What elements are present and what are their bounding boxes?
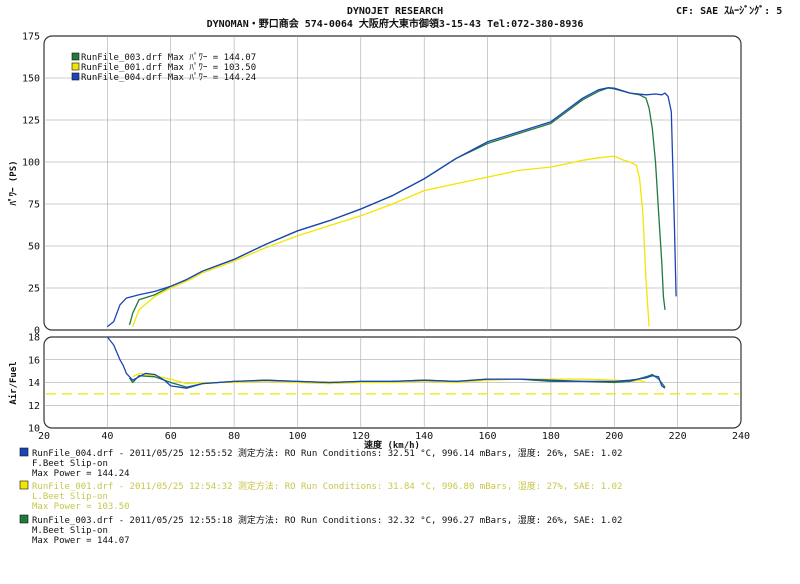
afr-y-tick-label: 14 xyxy=(28,378,40,389)
legend-entry-run001: RunFile_001.drf Max ﾊﾟﾜｰ = 103.50 xyxy=(81,62,256,73)
afr-y-tick-label: 12 xyxy=(28,401,40,412)
power-legend: RunFile_003.drf Max ﾊﾟﾜｰ = 144.07 RunFil… xyxy=(71,52,256,83)
run003-note: M.Beet Slip-on xyxy=(32,526,108,536)
power-y-tick-label: 150 xyxy=(22,74,40,85)
afr-y-axis-label: Air/Fuel xyxy=(8,361,19,404)
x-tick-label: 120 xyxy=(352,431,370,442)
legend-entry-run003: RunFile_003.drf Max ﾊﾟﾜｰ = 144.07 xyxy=(81,52,256,63)
x-axis-label: 速度 (km/h) xyxy=(364,439,420,451)
power-y-tick-label: 125 xyxy=(22,116,40,127)
shop-info: DYNOMAN・野口商会 574-0064 大阪府大東市御領3-15-43 Te… xyxy=(207,17,584,30)
afr-y-ticks: 10 12 14 16 18 xyxy=(28,333,40,435)
power-grid xyxy=(44,36,741,330)
power-panel-frame xyxy=(43,35,742,331)
power-y-tick-label: 50 xyxy=(28,242,40,253)
power-y-axis-label: ﾊﾟﾜｰ (PS) xyxy=(7,160,19,206)
power-line-run004 xyxy=(106,87,677,328)
run001-note: L.Beet Slip-on xyxy=(32,492,108,502)
x-tick-label: 20 xyxy=(38,431,50,442)
power-line-run003 xyxy=(128,87,666,326)
x-tick-label: 180 xyxy=(542,431,560,442)
x-tick-label: 140 xyxy=(415,431,433,442)
afr-y-tick-label: 16 xyxy=(28,355,40,366)
x-tick-label: 60 xyxy=(165,431,177,442)
x-tick-label: 200 xyxy=(605,431,623,442)
correction-settings: CF: SAE ｽﾑｰｼﾞﾝｸﾞ: 5 xyxy=(676,4,782,17)
report-title: DYNOJET RESEARCH xyxy=(347,6,443,17)
power-y-tick-label: 75 xyxy=(28,200,40,211)
afr-series xyxy=(106,336,666,389)
afr-y-tick-label: 10 xyxy=(28,424,40,435)
legend-swatch-run003 xyxy=(71,52,80,61)
run003-details: RunFile_003.drf - 2011/05/25 12:55:18 測定… xyxy=(32,514,622,526)
afr-line-run004 xyxy=(106,336,666,389)
x-tick-label: 240 xyxy=(732,431,750,442)
run004-max-power: Max Power = 144.24 xyxy=(32,469,130,479)
power-y-tick-label: 25 xyxy=(28,284,40,295)
run003-max-power: Max Power = 144.07 xyxy=(32,536,130,546)
run001-max-power: Max Power = 103.50 xyxy=(32,502,130,512)
power-y-tick-label: 175 xyxy=(22,32,40,43)
x-tick-label: 40 xyxy=(101,431,113,442)
legend-swatch-run004 xyxy=(71,72,80,81)
legend-entry-run004: RunFile_004.drf Max ﾊﾟﾜｰ = 144.24 xyxy=(81,72,256,83)
x-tick-label: 100 xyxy=(288,431,306,442)
run001-swatch xyxy=(19,480,29,490)
power-line-run001 xyxy=(132,155,650,327)
run003-swatch xyxy=(19,514,29,524)
run004-note: F.Beet Slip-on xyxy=(32,459,108,469)
x-tick-label: 220 xyxy=(669,431,687,442)
run004-swatch xyxy=(19,447,29,457)
power-y-tick-label: 0 xyxy=(34,326,40,337)
power-y-ticks: 0 25 50 75 100 125 150 175 xyxy=(22,32,40,337)
run001-details: RunFile_001.drf - 2011/05/25 12:54:32 測定… xyxy=(32,480,622,492)
power-y-tick-label: 100 xyxy=(22,158,40,169)
x-tick-label: 160 xyxy=(479,431,497,442)
x-tick-label: 80 xyxy=(228,431,240,442)
afr-line-run001 xyxy=(132,372,647,385)
afr-y-tick-label: 18 xyxy=(28,333,40,344)
run004-details: RunFile_004.drf - 2011/05/25 12:55:52 測定… xyxy=(32,447,622,459)
x-axis-ticks: 20 40 60 80 100 120 140 160 180 200 220 240 xyxy=(38,431,750,442)
run-info: RunFile_004.drf - 2011/05/25 12:55:52 測定… xyxy=(19,447,622,546)
power-series xyxy=(106,87,677,328)
legend-swatch-run001 xyxy=(71,62,80,71)
